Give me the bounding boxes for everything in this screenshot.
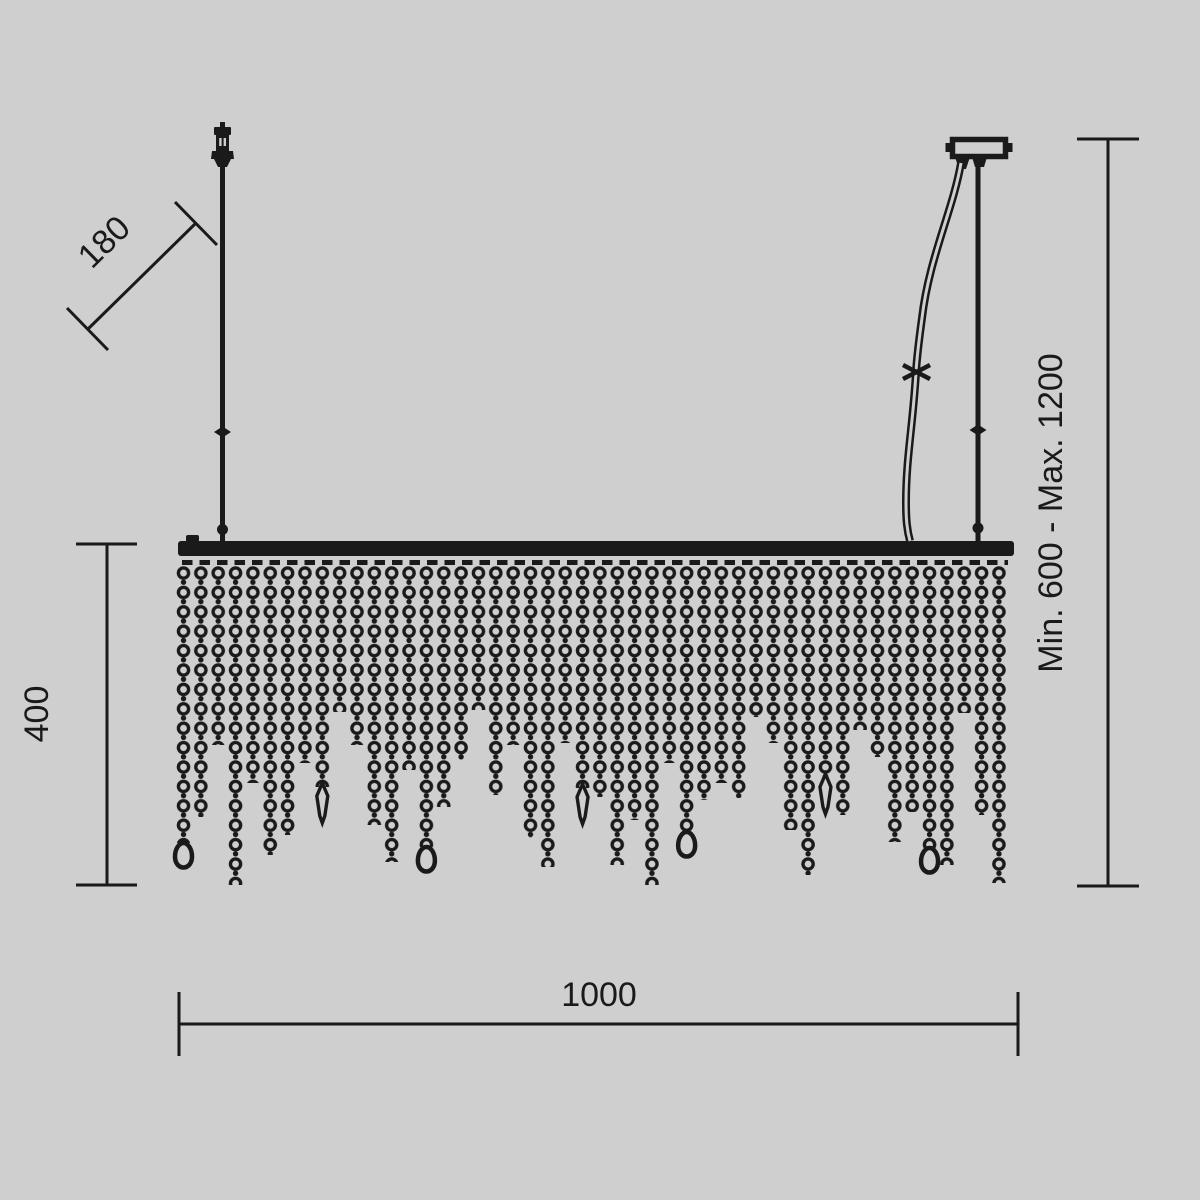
chain-strand: [539, 566, 556, 867]
right-suspension: [901, 136, 1013, 543]
crystal-drop-pendant: [575, 779, 590, 830]
chain-strand: [435, 566, 452, 807]
rod-connector-knob: [969, 424, 987, 436]
dimension-label-rod-length: 180: [71, 209, 138, 276]
chain-strand: [418, 566, 435, 847]
chain-strand: [921, 566, 938, 848]
chain-strand: [782, 566, 799, 830]
dimension-label-fringe-height: 400: [18, 686, 56, 743]
cable-knot: [901, 363, 932, 381]
teardrop-pendant: [918, 845, 941, 875]
chain-strand: [869, 566, 886, 757]
rod-ball-joint: [972, 522, 984, 534]
chain-strand: [886, 566, 903, 842]
chain-strand: [643, 566, 660, 885]
chain-strand: [696, 566, 712, 800]
crystal-drop-pendant: [818, 769, 833, 820]
bar-top-nub: [186, 535, 199, 542]
teardrop-pendant: [172, 840, 195, 870]
suspension-rod: [975, 157, 981, 542]
canopy-nub-right: [1006, 143, 1013, 152]
ceiling-fitting-cap: [214, 127, 231, 135]
teardrop-pendant: [675, 829, 698, 859]
chain-strand: [990, 566, 1007, 883]
crystal-drop-pendant: [315, 778, 330, 829]
chain-strand: [817, 566, 834, 778]
chain-strand: [279, 566, 296, 835]
teardrop-pendant: [415, 844, 438, 874]
dimension-label-fixture-width: 1000: [561, 976, 637, 1014]
chain-strand: [574, 566, 591, 788]
ceiling-fitting-body: [216, 134, 229, 152]
chain-strand: [834, 566, 851, 815]
ceiling-fitting-taper: [214, 159, 231, 167]
chain-strand: [557, 566, 574, 743]
chain-strand: [401, 566, 418, 770]
dimension-fringe-height: 400: [18, 542, 137, 887]
dimension-suspension-range: Min. 600 - Max. 1200: [1032, 137, 1139, 888]
bar-body: [178, 541, 1014, 556]
chain-strand: [938, 566, 955, 865]
rod-ball-joint: [217, 524, 228, 535]
ceiling-fitting-flange: [211, 151, 234, 159]
ceiling-canopy: [949, 136, 1009, 160]
chain-strand: [349, 566, 365, 745]
chain-strand: [522, 566, 539, 838]
chain-strand: [244, 566, 261, 783]
chain-strand: [227, 566, 244, 885]
chain-strand: [505, 566, 522, 745]
left-suspension: [211, 122, 234, 542]
drop-rod: [220, 164, 225, 542]
power-cable: [901, 162, 965, 543]
chain-strand: [192, 566, 209, 817]
fitting-slot: [223, 138, 226, 146]
chain-strand: [626, 566, 643, 820]
dimension-rod-length: 180: [65, 200, 219, 352]
chain-strand: [314, 566, 331, 787]
chain-strand: [661, 566, 678, 763]
fitting-slot: [219, 138, 222, 146]
chain-strand: [453, 566, 470, 760]
chain-strand: [904, 566, 921, 812]
chain-strand: [748, 566, 765, 717]
chain-strand: [487, 566, 504, 795]
chain-strand: [713, 566, 730, 783]
dimension-fixture-width: 1000: [177, 976, 1020, 1056]
fixture-bar: [178, 535, 1014, 565]
chain-strand: [765, 566, 782, 743]
canopy-nub-left: [945, 143, 952, 152]
chain-strand: [800, 566, 817, 875]
dimension-label-suspension-range: Min. 600 - Max. 1200: [1032, 353, 1070, 672]
chain-strand: [609, 566, 626, 865]
dimension-tick: [65, 306, 110, 352]
chain-strand: [296, 566, 313, 763]
chain-strand: [973, 566, 990, 815]
chain-strand: [331, 566, 348, 712]
chain-strand: [591, 566, 608, 797]
chain-strand: [366, 566, 383, 825]
chain-strand: [383, 566, 400, 862]
chain-strand: [470, 566, 487, 710]
chain-strand: [956, 566, 973, 713]
chain-strand: [210, 566, 227, 745]
chain-strand: [262, 566, 279, 855]
dimension-tick: [173, 200, 219, 247]
chain-strand: [175, 566, 192, 843]
chain-curtain: [172, 566, 1007, 885]
chain-strand: [730, 566, 747, 798]
chain-strand: [852, 566, 869, 730]
rod-connector-knob: [214, 426, 231, 438]
ceiling-fitting-pin: [220, 122, 225, 129]
dimension-line: [86, 221, 198, 331]
chain-strand: [678, 566, 695, 832]
